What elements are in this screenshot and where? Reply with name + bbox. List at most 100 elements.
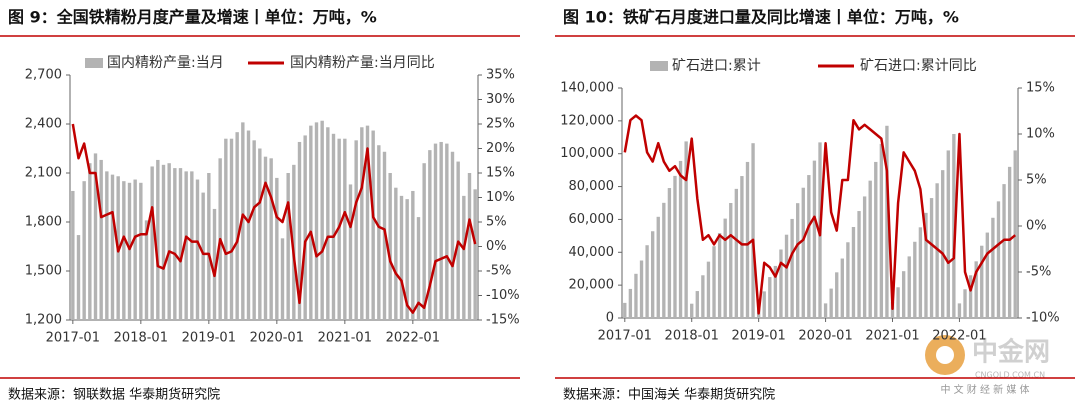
y2-tick-label: 15% xyxy=(486,166,515,181)
bar xyxy=(292,164,296,320)
y2-tick-label: 0% xyxy=(486,239,507,254)
bar xyxy=(952,134,956,318)
legend-label: 国内精粉产量:当月 xyxy=(107,55,224,71)
bar xyxy=(286,173,290,320)
y2-tick-label: -10% xyxy=(1026,311,1060,326)
y-tick-label: 1,500 xyxy=(25,264,62,279)
x-tick-label: 2018-01 xyxy=(665,329,719,344)
bar xyxy=(127,182,132,320)
x-tick-label: 2021-01 xyxy=(865,329,919,344)
bar xyxy=(371,130,375,320)
bar xyxy=(901,271,906,318)
bar xyxy=(913,241,917,318)
bar xyxy=(717,233,722,318)
bar xyxy=(857,211,861,318)
bar xyxy=(896,287,900,318)
bar xyxy=(195,179,200,320)
bar xyxy=(924,212,928,318)
bar xyxy=(729,203,733,318)
bar xyxy=(422,163,426,320)
legend-swatch xyxy=(650,61,668,71)
bar xyxy=(297,141,302,320)
bar xyxy=(645,245,649,318)
bar xyxy=(173,168,177,320)
bar xyxy=(991,217,995,318)
bar xyxy=(740,176,744,318)
bar xyxy=(812,160,817,318)
bar xyxy=(667,188,672,318)
bar xyxy=(110,174,115,320)
bar xyxy=(360,127,364,321)
bar xyxy=(935,183,939,318)
bar xyxy=(784,234,789,318)
watermark-logo-inner xyxy=(936,346,954,364)
bar xyxy=(399,195,404,320)
source-note: 数据来源：钢联数据 华泰期货研究院 xyxy=(8,387,220,403)
y2-tick-label: -5% xyxy=(1026,265,1051,280)
bar xyxy=(651,231,655,318)
bar xyxy=(428,150,432,320)
bar xyxy=(201,192,205,320)
bar xyxy=(269,158,273,320)
bar xyxy=(207,173,211,320)
bar xyxy=(695,291,699,318)
bar xyxy=(701,275,705,318)
y-tick-label: 2,700 xyxy=(25,68,62,83)
bar xyxy=(835,272,839,318)
bar xyxy=(122,181,126,320)
x-tick-label: 2019-01 xyxy=(182,331,236,346)
bar xyxy=(433,143,438,320)
bar xyxy=(416,217,421,320)
bar xyxy=(751,143,755,318)
y-tick-label: 40,000 xyxy=(569,245,615,260)
bar xyxy=(1002,184,1006,318)
x-tick-label: 2017-01 xyxy=(598,329,652,344)
legend-swatch xyxy=(85,58,103,68)
bar xyxy=(996,201,1001,318)
y2-tick-label: 5% xyxy=(486,215,507,230)
legend-label: 国内精粉产量:当月同比 xyxy=(290,55,435,71)
y2-tick-label: 15% xyxy=(1026,81,1055,96)
bar xyxy=(623,302,627,318)
y2-tick-label: 10% xyxy=(486,190,515,205)
bar xyxy=(88,163,92,320)
bar xyxy=(885,125,889,319)
y2-tick-label: 20% xyxy=(486,141,515,156)
bar xyxy=(99,159,103,320)
bar xyxy=(473,189,477,320)
bar xyxy=(929,198,934,318)
bar xyxy=(862,196,867,318)
bar xyxy=(343,138,347,320)
bar xyxy=(918,227,923,318)
bar xyxy=(840,258,844,318)
bar xyxy=(963,289,967,318)
chart-title: 图 10：铁矿石月度进口量及同比增速丨单位：万吨，% xyxy=(563,8,959,27)
bar xyxy=(309,125,313,320)
bar xyxy=(946,150,950,318)
bar xyxy=(684,141,688,318)
bar xyxy=(968,275,973,318)
bar xyxy=(280,238,285,320)
bar xyxy=(690,303,694,318)
y2-tick-label: 10% xyxy=(1026,127,1055,142)
bar xyxy=(768,277,772,318)
bar xyxy=(712,246,716,318)
bar xyxy=(628,288,633,318)
bar xyxy=(868,180,872,318)
bar xyxy=(907,256,911,318)
y2-tick-label: -5% xyxy=(486,264,511,279)
bar xyxy=(241,122,245,320)
bar xyxy=(161,164,166,320)
x-tick-label: 2021-01 xyxy=(318,331,372,346)
bar xyxy=(178,168,183,320)
bar xyxy=(796,203,800,318)
bar xyxy=(980,245,984,318)
bar xyxy=(354,140,358,320)
x-tick-label: 2022-01 xyxy=(932,329,986,344)
bar xyxy=(320,120,324,320)
bar xyxy=(634,273,638,318)
y-tick-label: 1,800 xyxy=(25,215,62,230)
bar xyxy=(246,130,251,320)
y2-tick-label: 30% xyxy=(486,92,515,107)
